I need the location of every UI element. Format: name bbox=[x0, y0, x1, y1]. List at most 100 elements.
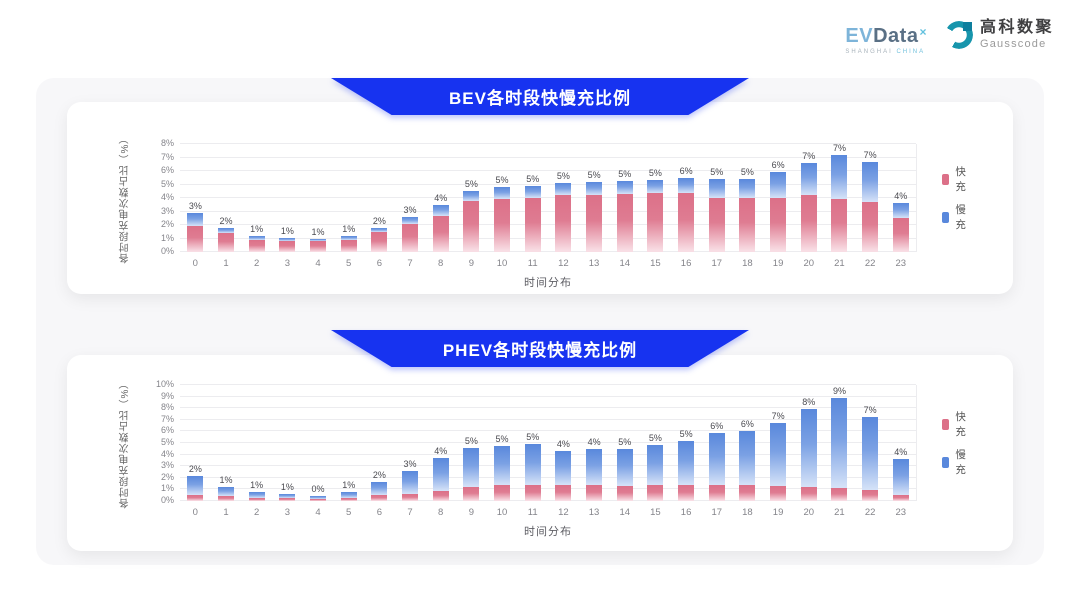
bar-segment-fast bbox=[279, 241, 296, 252]
bar-group: 7% 21 bbox=[824, 143, 855, 269]
stacked-bar bbox=[371, 482, 388, 501]
y-axis-title: 各时段充电次数占比（%） bbox=[120, 132, 131, 264]
bar-group: 5% 10 bbox=[487, 144, 518, 269]
stacked-bar bbox=[187, 476, 204, 501]
legend-swatch-fast bbox=[942, 418, 950, 430]
bar-segment-slow bbox=[218, 227, 234, 234]
gridline bbox=[180, 488, 916, 490]
bar-value-label: 3% bbox=[403, 204, 417, 215]
bar-group: 5% 14 bbox=[609, 385, 640, 518]
bar-value-label: 6% bbox=[710, 420, 724, 431]
stacked-bar bbox=[432, 457, 449, 501]
bars-row: 2% 0 1% 1 1% 2 1% 3 0% 4 1% 5 2% 6 3% 7 4% 8 5% 9 5% 10 5% 11 4%… bbox=[180, 385, 916, 518]
stacked-bar bbox=[218, 487, 234, 501]
bar-group: 1% 2 bbox=[241, 144, 272, 269]
bar-group: 4% 23 bbox=[885, 144, 916, 269]
bar-group: 1% 2 bbox=[241, 385, 272, 518]
bar-group: 7% 20 bbox=[793, 144, 824, 269]
bar-segment-slow bbox=[770, 172, 787, 198]
stacked-bar bbox=[800, 162, 817, 252]
bar-segment-fast bbox=[708, 485, 725, 501]
bar-value-label: 7% bbox=[771, 411, 785, 422]
x-tick-label: 17 bbox=[711, 258, 723, 269]
stacked-bar bbox=[310, 239, 327, 252]
phev-title-banner: PHEV各时段快慢充比例 bbox=[36, 330, 1044, 367]
bar-segment-slow bbox=[402, 216, 419, 224]
x-tick-label: 20 bbox=[803, 258, 815, 269]
bar-group: 5% 11 bbox=[517, 385, 548, 518]
x-tick-label: 19 bbox=[772, 507, 784, 518]
gridline bbox=[180, 453, 916, 455]
stacked-bar bbox=[279, 494, 296, 501]
gridline bbox=[180, 170, 916, 171]
legend-item: 快充 bbox=[942, 409, 970, 439]
y-tick-label: 0% bbox=[160, 246, 174, 256]
bar-value-label: 5% bbox=[710, 167, 724, 178]
stacked-bar bbox=[340, 491, 357, 501]
y-tick-label: 3% bbox=[160, 205, 174, 216]
bar-segment-fast bbox=[770, 198, 787, 252]
x-tick-label: 13 bbox=[588, 258, 600, 269]
x-tick-label: 14 bbox=[619, 507, 631, 518]
bar-segment-slow bbox=[524, 444, 541, 485]
bar-value-label: 8% bbox=[802, 397, 816, 408]
y-axis-title: 各时段充电次数占比（%） bbox=[120, 377, 131, 509]
bar-value-label: 7% bbox=[863, 404, 877, 415]
bar-segment-slow bbox=[310, 239, 327, 242]
bars-row: 3% 0 2% 1 1% 2 1% 3 1% 4 1% 5 2% 6 3% 7 4% 8 5% 9 5% 10 5% 11 5%… bbox=[180, 143, 916, 269]
bar-value-label: 1% bbox=[250, 223, 264, 234]
bar-value-label: 5% bbox=[464, 179, 478, 190]
bar-segment-fast bbox=[432, 215, 449, 252]
stacked-bar bbox=[432, 204, 449, 252]
bar-value-label: 5% bbox=[618, 168, 632, 179]
y-tick-label: 8% bbox=[160, 138, 174, 148]
bar-segment-fast bbox=[678, 485, 695, 501]
y-tick-label: 4% bbox=[160, 448, 174, 459]
stacked-bar bbox=[647, 445, 664, 501]
x-tick-label: 2 bbox=[254, 507, 260, 518]
x-tick-label: 15 bbox=[650, 507, 661, 518]
gridline bbox=[180, 430, 916, 432]
stacked-bar bbox=[248, 235, 265, 252]
bar-group: 5% 13 bbox=[579, 144, 610, 269]
bar-segment-slow bbox=[402, 470, 419, 494]
bar-segment-fast bbox=[678, 192, 695, 252]
y-tick-label: 6% bbox=[160, 425, 174, 436]
x-tick-label: 23 bbox=[895, 258, 907, 269]
x-tick-label: 15 bbox=[650, 258, 661, 269]
x-tick-label: 22 bbox=[864, 507, 876, 518]
x-tick-label: 12 bbox=[558, 507, 569, 518]
gridline bbox=[180, 465, 916, 467]
bar-segment-fast bbox=[248, 497, 265, 501]
stacked-bar bbox=[402, 216, 419, 252]
bar-segment-fast bbox=[524, 198, 541, 252]
y-tick-label: 10% bbox=[155, 379, 174, 389]
x-tick-label: 7 bbox=[407, 507, 413, 518]
stacked-bar bbox=[616, 180, 633, 252]
bar-group: 5% 11 bbox=[517, 144, 548, 269]
x-tick-label: 13 bbox=[588, 507, 600, 518]
stacked-bar bbox=[463, 448, 480, 501]
bar-segment-slow bbox=[218, 487, 234, 497]
bar-segment-fast bbox=[279, 497, 296, 501]
x-tick-label: 10 bbox=[496, 258, 508, 269]
bar-value-label: 1% bbox=[342, 479, 356, 490]
bar-segment-fast bbox=[340, 497, 357, 501]
x-tick-label: 18 bbox=[742, 258, 753, 269]
bar-group: 5% 9 bbox=[456, 144, 487, 269]
bar-segment-slow bbox=[678, 177, 695, 193]
bar-group: 1% 1 bbox=[211, 385, 242, 518]
bar-segment-slow bbox=[340, 236, 357, 240]
bar-segment-slow bbox=[892, 459, 909, 496]
bar-value-label: 5% bbox=[618, 436, 632, 447]
gridline bbox=[180, 237, 916, 239]
x-tick-label: 0 bbox=[192, 507, 198, 518]
bar-value-label: 9% bbox=[832, 385, 846, 396]
bar-group: 2% 1 bbox=[211, 144, 242, 269]
bar-value-label: 1% bbox=[280, 225, 294, 236]
bar-segment-slow bbox=[831, 154, 848, 200]
y-tick-label: 8% bbox=[160, 402, 174, 413]
bar-segment-slow bbox=[831, 397, 848, 488]
bar-segment-fast bbox=[616, 194, 633, 252]
bar-group: 7% 22 bbox=[855, 144, 886, 269]
